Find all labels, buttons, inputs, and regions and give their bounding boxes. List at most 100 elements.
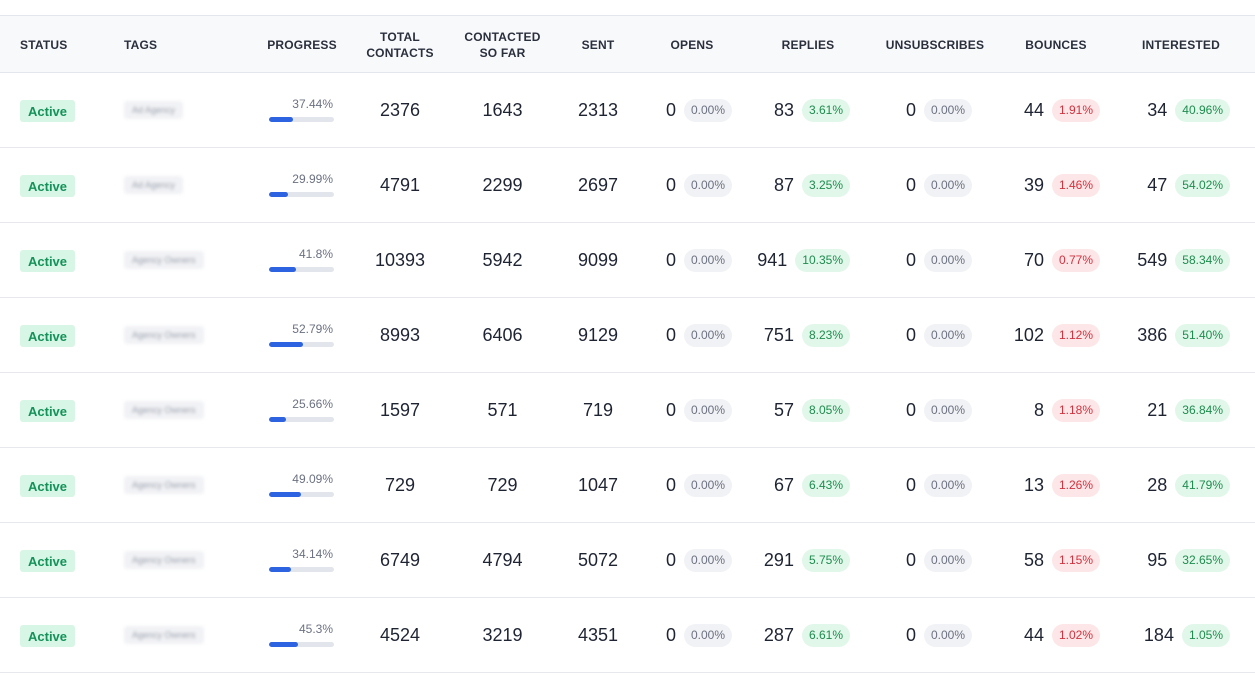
progress-percent: 34.14% <box>292 547 333 561</box>
opens-count: 0 <box>665 324 676 345</box>
header-total-contacts-label: TOTAL CONTACTS <box>366 29 434 60</box>
bounces-metric: 70 0.77% <box>980 223 1100 297</box>
opens-rate-pill: 0.00% <box>683 98 732 122</box>
table-row[interactable]: Active Agency Owners 49.09% 729 729 1047… <box>0 448 1255 523</box>
unsubscribes-count: 0 <box>905 99 916 120</box>
bounces-count: 8 <box>1033 399 1044 420</box>
sent-count: 5072 <box>577 549 619 570</box>
tag-chip: Agency Owners <box>124 551 204 569</box>
unsubscribes-rate-pill: 0.00% <box>923 623 972 647</box>
replies-rate-pill: 8.23% <box>801 323 850 347</box>
sent-count: 1047 <box>577 474 619 495</box>
progress-fill <box>269 492 301 497</box>
progress-fill <box>269 417 286 422</box>
opens-count: 0 <box>665 99 676 120</box>
header-opens-label: OPENS <box>670 37 714 52</box>
header-contacted[interactable]: CONTACTED SO FAR <box>455 16 550 73</box>
total-contacts: 1597 <box>379 399 421 420</box>
header-status[interactable]: STATUS <box>20 16 100 73</box>
bounces-metric: 44 1.91% <box>980 73 1100 147</box>
status-badge: Active <box>20 175 76 197</box>
table-header: STATUS TAGS PROGRESS TOTAL CONTACTS CONTA… <box>0 16 1255 73</box>
sent-count: 9099 <box>577 249 619 270</box>
replies-rate-pill: 8.05% <box>801 398 850 422</box>
table-row[interactable]: Active Ad Agency 37.44% 2376 1643 2313 0… <box>0 73 1255 148</box>
contacted-so-far: 571 <box>487 399 518 420</box>
progress-bar <box>269 117 334 122</box>
progress-percent: 49.09% <box>292 472 333 486</box>
header-opens[interactable]: OPENS <box>652 16 732 73</box>
opens-rate-pill: 0.00% <box>683 398 732 422</box>
header-progress-label: PROGRESS <box>267 37 337 52</box>
opens-rate-pill: 0.00% <box>683 173 732 197</box>
sent-count: 2697 <box>577 174 619 195</box>
opens-rate-pill: 0.00% <box>683 473 732 497</box>
opens-count: 0 <box>665 474 676 495</box>
progress-percent: 25.66% <box>292 397 333 411</box>
status-badge: Active <box>20 400 76 422</box>
table-row[interactable]: Active Agency Owners 41.8% 10393 5942 90… <box>0 223 1255 298</box>
header-bounces[interactable]: BOUNCES <box>1016 16 1096 73</box>
replies-rate-pill: 6.61% <box>801 623 850 647</box>
header-progress[interactable]: PROGRESS <box>262 16 342 73</box>
total-contacts: 2376 <box>379 99 421 120</box>
replies-count: 287 <box>763 624 794 645</box>
table-row[interactable]: Active Agency Owners 45.3% 4524 3219 435… <box>0 598 1255 673</box>
top-divider <box>0 15 1255 16</box>
table-row[interactable]: Active Agency Owners 52.79% 8993 6406 91… <box>0 298 1255 373</box>
total-contacts: 4524 <box>379 624 421 645</box>
replies-count: 751 <box>763 324 794 345</box>
unsubscribes-metric: 0 0.00% <box>850 148 972 222</box>
interested-count: 47 <box>1147 174 1168 195</box>
header-unsubscribes-label: UNSUBSCRIBES <box>885 37 985 52</box>
header-total-contacts[interactable]: TOTAL CONTACTS <box>355 16 445 73</box>
bounces-metric: 39 1.46% <box>980 148 1100 222</box>
progress-fill <box>269 192 289 197</box>
tag-chip: Agency Owners <box>124 626 204 644</box>
bounces-metric: 58 1.15% <box>980 523 1100 597</box>
replies-metric: 751 8.23% <box>700 298 850 372</box>
interested-metric: 47 54.02% <box>1100 148 1230 222</box>
replies-rate-pill: 3.61% <box>801 98 850 122</box>
table-row[interactable]: Active Agency Owners 25.66% 1597 571 719… <box>0 373 1255 448</box>
interested-count: 549 <box>1137 249 1168 270</box>
opens-metric: 0 0.00% <box>612 448 732 522</box>
unsubscribes-metric: 0 0.00% <box>850 298 972 372</box>
progress-bar <box>269 342 334 347</box>
contacted-so-far: 2299 <box>482 174 523 195</box>
bounces-rate-pill: 1.02% <box>1051 623 1100 647</box>
header-unsubscribes[interactable]: UNSUBSCRIBES <box>880 16 990 73</box>
header-replies-label: REPLIES <box>781 37 835 52</box>
bounces-count: 70 <box>1023 249 1044 270</box>
progress-fill <box>269 342 304 347</box>
progress-percent: 37.44% <box>292 97 333 111</box>
header-interested[interactable]: INTERESTED <box>1130 16 1232 73</box>
bounces-rate-pill: 1.91% <box>1051 98 1100 122</box>
sent-count: 2313 <box>577 99 619 120</box>
header-interested-label: INTERESTED <box>1141 37 1220 52</box>
replies-rate-pill: 3.25% <box>801 173 850 197</box>
replies-count: 67 <box>773 474 794 495</box>
header-sent[interactable]: SENT <box>560 16 636 73</box>
status-badge: Active <box>20 475 76 497</box>
header-tags[interactable]: TAGS <box>124 16 204 73</box>
progress-bar <box>269 267 334 272</box>
unsubscribes-count: 0 <box>905 399 916 420</box>
bounces-count: 44 <box>1023 99 1044 120</box>
table-row[interactable]: Active Agency Owners 34.14% 6749 4794 50… <box>0 523 1255 598</box>
interested-metric: 549 58.34% <box>1100 223 1230 297</box>
unsubscribes-rate-pill: 0.00% <box>923 248 972 272</box>
progress-fill <box>269 642 299 647</box>
header-replies[interactable]: REPLIES <box>768 16 848 73</box>
bounces-rate-pill: 1.46% <box>1051 173 1100 197</box>
replies-count: 941 <box>757 249 788 270</box>
table-row[interactable]: Active Ad Agency 29.99% 4791 2299 2697 0… <box>0 148 1255 223</box>
opens-metric: 0 0.00% <box>612 298 732 372</box>
interested-rate-pill: 36.84% <box>1175 398 1230 422</box>
unsubscribes-count: 0 <box>905 474 916 495</box>
replies-count: 57 <box>773 399 794 420</box>
total-contacts: 729 <box>384 474 416 495</box>
progress-fill <box>269 567 292 572</box>
opens-count: 0 <box>665 624 676 645</box>
replies-count: 83 <box>773 99 794 120</box>
